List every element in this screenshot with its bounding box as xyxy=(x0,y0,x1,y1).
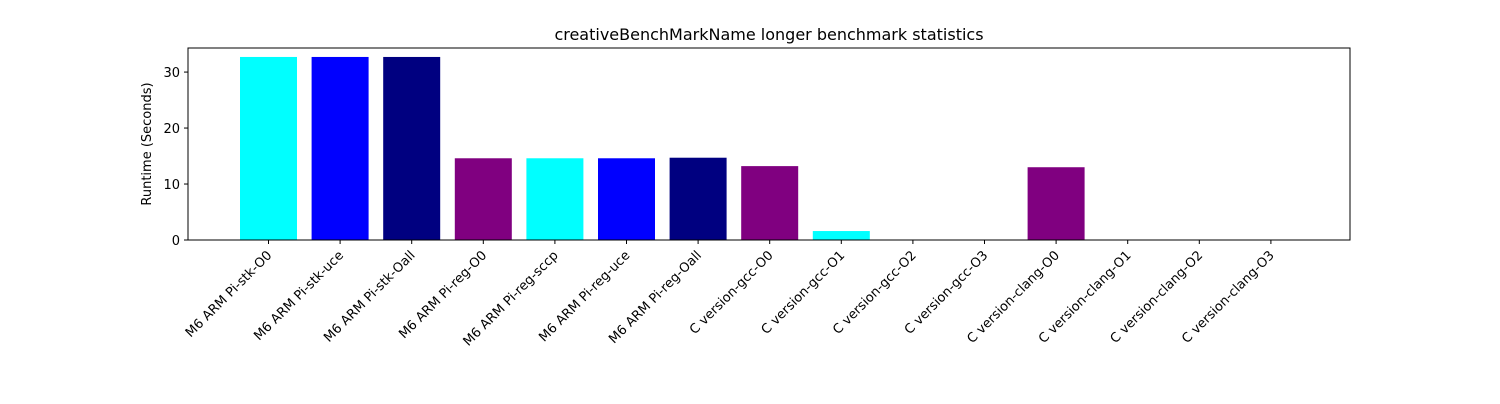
bar xyxy=(526,158,583,240)
bar xyxy=(598,158,655,240)
y-axis-ticks: 0 10 20 30 xyxy=(163,66,188,249)
bar xyxy=(240,57,297,240)
bar xyxy=(741,166,798,240)
bar xyxy=(312,57,369,240)
y-tick-label: 30 xyxy=(163,66,180,81)
bar xyxy=(383,57,440,240)
bar xyxy=(455,158,512,240)
y-axis-label: Runtime (Seconds) xyxy=(140,82,155,205)
y-tick-label: 0 xyxy=(172,234,180,249)
bar xyxy=(670,158,727,240)
bars xyxy=(240,57,1299,240)
bar xyxy=(813,231,870,240)
y-tick-label: 20 xyxy=(163,122,180,137)
y-tick-label: 10 xyxy=(163,178,180,193)
chart-title: creativeBenchMarkName longer benchmark s… xyxy=(554,25,983,44)
bar xyxy=(1028,167,1085,240)
